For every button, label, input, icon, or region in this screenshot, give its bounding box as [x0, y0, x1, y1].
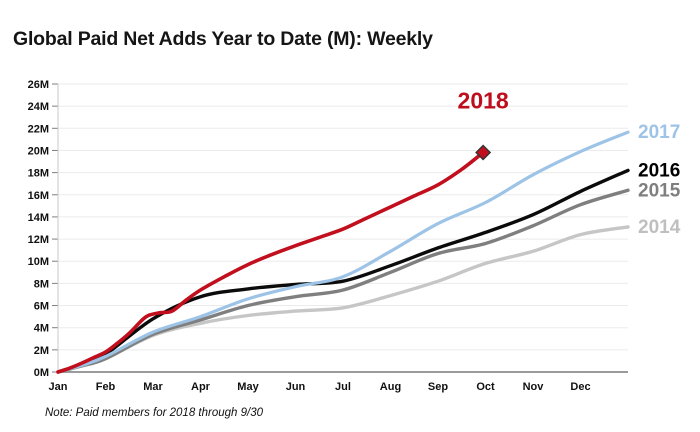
y-tick-label: 18M: [28, 168, 49, 180]
chart-title: Global Paid Net Adds Year to Date (M): W…: [13, 28, 433, 50]
series-line-2018: [56, 150, 485, 374]
x-tick-label: Mar: [143, 381, 163, 393]
y-tick-label: 0M: [34, 367, 49, 379]
y-tick-label: 4M: [34, 323, 49, 335]
x-tick-label: Apr: [191, 381, 211, 393]
footnote: Note: Paid members for 2018 through 9/30: [45, 407, 263, 419]
x-tick-label: Aug: [380, 381, 401, 393]
y-tick-label: 26M: [28, 79, 49, 91]
x-tick-label: Sep: [428, 381, 448, 393]
y-tick-label: 12M: [28, 234, 49, 246]
series-line-2016: [56, 168, 630, 374]
y-tick-label: 20M: [28, 145, 49, 157]
series-line-2015: [56, 188, 630, 374]
y-tick-label: 10M: [28, 256, 49, 268]
series-line-2017: [56, 130, 630, 374]
diamond-marker-2018: [475, 144, 492, 161]
x-tick-label: Jul: [335, 381, 351, 393]
y-tick-label: 24M: [28, 101, 49, 113]
x-tick-label: Nov: [523, 381, 545, 393]
y-tick-label: 22M: [28, 123, 49, 135]
x-tick-label: Oct: [476, 381, 495, 393]
series-label-2015: 2015: [638, 180, 681, 201]
y-tick-label: 6M: [34, 301, 49, 313]
x-tick-label: May: [237, 381, 259, 393]
series-label-2014: 2014: [638, 217, 681, 238]
y-tick-label: 8M: [34, 278, 49, 290]
series-label-2016: 2016: [638, 160, 680, 181]
x-tick-label: Jan: [49, 381, 68, 393]
y-tick-label: 16M: [28, 190, 49, 202]
x-tick-label: Dec: [570, 381, 590, 393]
x-tick-label: Feb: [96, 381, 116, 393]
y-tick-label: 2M: [34, 345, 49, 357]
y-tick-label: 14M: [28, 212, 49, 224]
annotation-2018: 2018: [458, 88, 509, 114]
x-tick-label: Jun: [286, 381, 306, 393]
series-label-2017: 2017: [638, 122, 680, 143]
